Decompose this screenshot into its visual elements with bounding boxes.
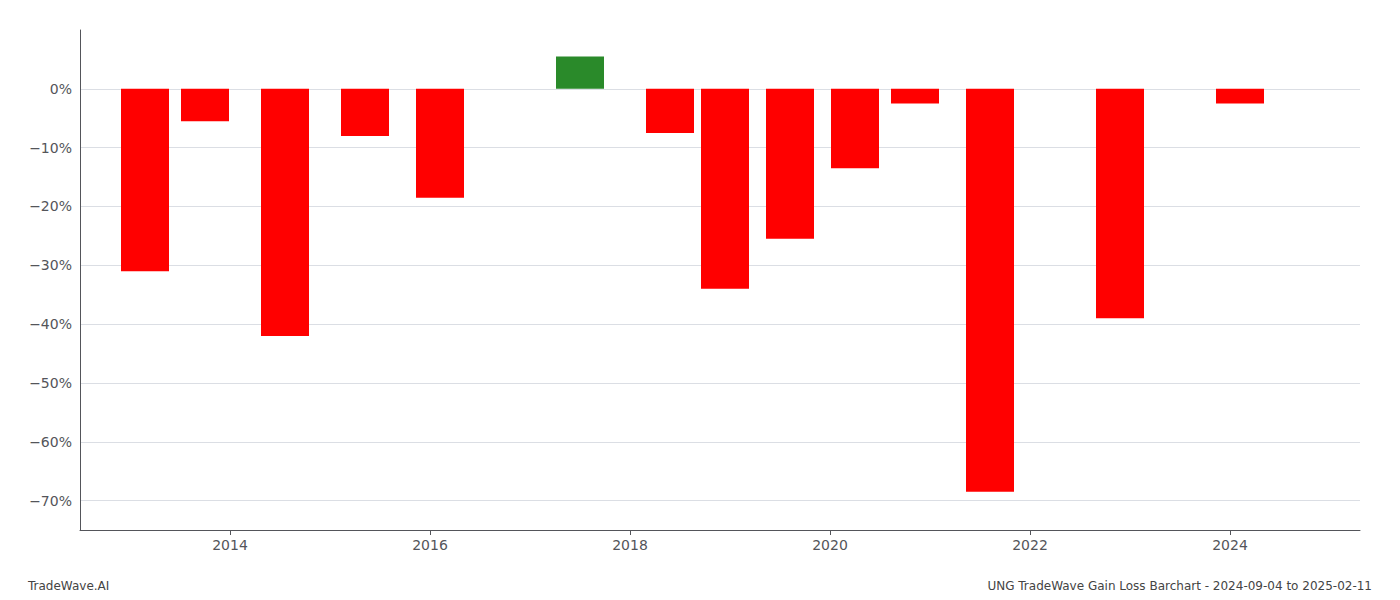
svg-text:2024: 2024	[1212, 537, 1248, 553]
svg-text:2020: 2020	[812, 537, 848, 553]
svg-text:−20%: −20%	[29, 198, 72, 214]
svg-text:−50%: −50%	[29, 375, 72, 391]
svg-text:−60%: −60%	[29, 434, 72, 450]
svg-text:−40%: −40%	[29, 316, 72, 332]
svg-text:2014: 2014	[212, 537, 248, 553]
svg-text:UNG TradeWave Gain Loss Barcha: UNG TradeWave Gain Loss Barchart - 2024-…	[987, 579, 1372, 593]
svg-text:2018: 2018	[612, 537, 648, 553]
svg-text:−30%: −30%	[29, 257, 72, 273]
svg-text:TradeWave.AI: TradeWave.AI	[27, 579, 109, 593]
svg-text:−10%: −10%	[29, 140, 72, 156]
svg-text:2016: 2016	[412, 537, 448, 553]
svg-text:2022: 2022	[1012, 537, 1048, 553]
svg-text:−70%: −70%	[29, 493, 72, 509]
svg-text:0%: 0%	[50, 81, 72, 97]
